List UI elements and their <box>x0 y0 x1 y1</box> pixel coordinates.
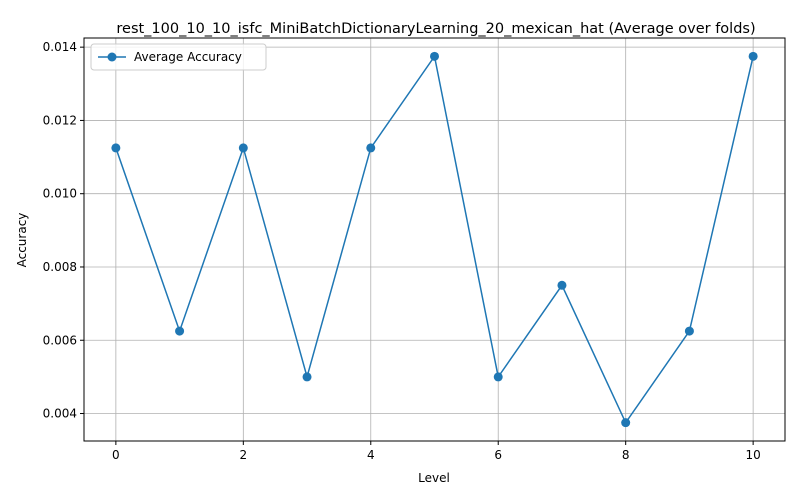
legend-box <box>90 43 267 71</box>
x-axis-label: Level <box>418 471 450 485</box>
legend: Average Accuracy <box>90 43 267 71</box>
grid <box>84 38 785 441</box>
data-point <box>366 143 376 153</box>
data-point <box>175 326 185 336</box>
data-point <box>493 372 503 382</box>
y-tick-label: 0.014 <box>43 40 77 54</box>
x-tick-label: 0 <box>112 448 120 462</box>
y-tick-label: 0.010 <box>43 187 77 201</box>
x-axis: 0 2 4 6 8 10 <box>112 441 761 462</box>
data-point <box>430 51 439 61</box>
x-tick-label: 10 <box>745 448 760 462</box>
y-axis: 0.004 0.006 0.008 0.010 0.012 0.014 <box>43 40 84 421</box>
data-point <box>302 372 312 382</box>
data-point <box>111 143 121 153</box>
series-line <box>115 54 754 425</box>
x-tick-label: 8 <box>622 448 630 462</box>
series-group <box>111 51 758 428</box>
y-tick-label: 0.012 <box>43 113 77 127</box>
y-axis-label: Accuracy <box>15 213 29 268</box>
y-tick-label: 0.006 <box>43 333 77 347</box>
legend-label: Average Accuracy <box>134 50 242 64</box>
data-point <box>748 51 758 61</box>
data-point <box>557 280 567 290</box>
legend-marker <box>107 52 117 62</box>
x-tick-label: 6 <box>494 448 502 462</box>
y-tick-label: 0.008 <box>43 260 77 274</box>
chart-title: rest_100_10_10_isfc_MiniBatchDictionaryL… <box>116 21 755 37</box>
y-tick-label: 0.004 <box>43 407 77 421</box>
x-tick-label: 2 <box>239 448 247 462</box>
data-point <box>684 326 694 336</box>
x-tick-label: 4 <box>367 448 375 462</box>
data-point <box>238 143 248 153</box>
plot-area <box>83 37 786 442</box>
data-point <box>621 418 631 428</box>
